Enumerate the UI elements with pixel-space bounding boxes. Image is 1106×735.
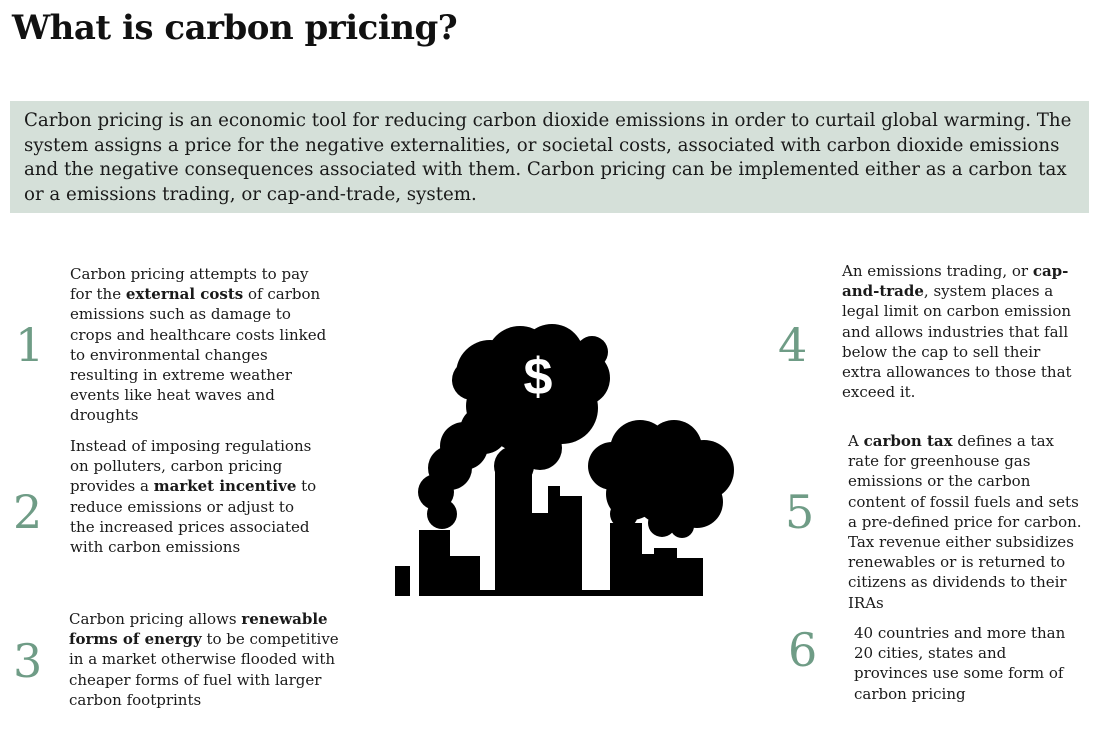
fact-2-text-start: Instead of imposing regulations on pollu… (70, 437, 312, 496)
intro-box: Carbon pricing is an economic tool for r… (10, 101, 1089, 213)
factory-smoke-dollar-icon: $ (395, 324, 734, 596)
fact-4-text-start: An emissions trading, or (842, 262, 1033, 280)
fact-2-highlight: market incentive (153, 477, 297, 496)
fact-number-4: 4 (778, 318, 808, 372)
fact-3-text-end: to be competitive in a market otherwise … (69, 630, 339, 709)
fact-text-5: A carbon tax defines a tax rate for gree… (848, 431, 1088, 613)
fact-2-text-end: to reduce emissions or adjust to the inc… (70, 477, 317, 557)
dollar-symbol: $ (524, 348, 553, 406)
fact-text-4: An emissions trading, or cap-and-trade, … (842, 261, 1084, 402)
fact-text-6: 40 countries and more than 20 cities, st… (854, 623, 1069, 704)
fact-6-text-start: 40 countries and more than 20 cities, st… (854, 624, 1066, 703)
fact-3-text-start: Carbon pricing allows (69, 610, 242, 628)
fact-number-5: 5 (785, 485, 815, 539)
fact-number-1: 1 (15, 318, 45, 372)
fact-text-3: Carbon pricing allows renewable forms of… (69, 609, 349, 710)
fact-number-6: 6 (788, 623, 818, 677)
fact-1-text-end: of carbon emissions such as damage to cr… (70, 285, 327, 425)
fact-1-text-start: Carbon pricing attempts to pay for the (70, 265, 309, 304)
fact-4-text-end: , system places a legal limit on carbon … (842, 282, 1072, 402)
fact-3-highlight: renewable forms of energy (69, 610, 328, 649)
fact-number-3: 3 (13, 634, 43, 688)
fact-1-highlight: external costs (125, 285, 244, 304)
fact-number-2: 2 (13, 485, 43, 539)
fact-5-text-end: defines a tax rate for greenhouse gas em… (848, 432, 1082, 612)
fact-5-highlight: carbon tax (863, 432, 953, 450)
fact-5-text-start: A (848, 432, 864, 450)
fact-4-highlight: cap-and-trade (842, 262, 1069, 301)
fact-text-1: Carbon pricing attempts to pay for the e… (70, 264, 332, 426)
fact-text-2: Instead of imposing regulations on pollu… (70, 436, 320, 557)
page-title: What is carbon pricing? (12, 8, 458, 48)
